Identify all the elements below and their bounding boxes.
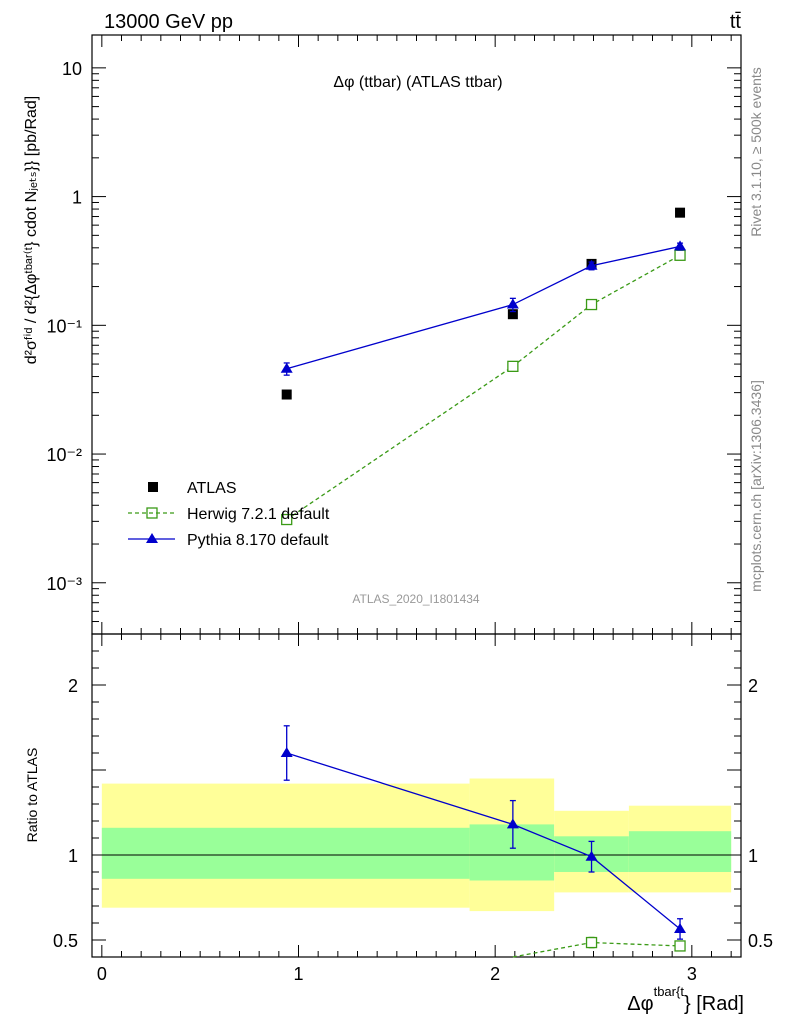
ratio-y-tick-label: 2: [748, 676, 758, 696]
pythia-line: [286, 245, 681, 370]
y-tick-label: 10⁻¹: [46, 316, 82, 336]
y-tick-label: 10⁻³: [46, 574, 82, 594]
legend-entry-atlas: ATLAS: [148, 480, 237, 497]
atlas-point: [675, 207, 686, 218]
pythia-point: [585, 259, 598, 270]
main-plot-title: Δφ (ttbar) (ATLAS ttbar): [333, 74, 502, 91]
pythia-point: [506, 818, 519, 829]
herwig-point: [585, 936, 598, 949]
legend-label: ATLAS: [187, 480, 237, 497]
ratio-y-tick-label: 1: [68, 846, 78, 866]
herwig-point: [507, 360, 519, 373]
pythia-point: [585, 850, 598, 861]
ratio-y-tick-label: 0.5: [748, 931, 773, 951]
legend-label: Herwig 7.2.1 default: [187, 506, 330, 523]
ratio-band-inner: [101, 827, 470, 879]
pythia-line: [286, 752, 681, 930]
pythia-point: [280, 362, 293, 373]
ratio-uncertainty-bands: [101, 778, 732, 912]
pythia-point: [280, 747, 293, 757]
pythia-point: [506, 298, 519, 309]
mcplots-label: mcplots.cern.ch [arXiv:1306.3436]: [748, 380, 764, 592]
rivet-label: Rivet 3.1.10, ≥ 500k events: [748, 67, 764, 237]
x-axis-label: Δφtbar{t} [Rad]: [627, 984, 744, 1015]
atlas-point: [507, 309, 518, 320]
herwig-point: [585, 298, 598, 311]
pythia-point: [674, 922, 687, 933]
ratio-y-tick-label: 1: [748, 846, 758, 866]
herwig-point: [281, 513, 293, 526]
x-tick-label: 3: [687, 964, 697, 984]
x-tick-label: 0: [97, 964, 107, 984]
header-left-label: 13000 GeV pp: [104, 11, 233, 33]
legend-marker-triangle: [146, 533, 158, 543]
herwig-line: [286, 254, 681, 521]
legend-marker-square: [148, 482, 158, 492]
main-plot-marks: [280, 207, 687, 526]
ratio-y-tick-label: 2: [68, 676, 78, 696]
herwig-point: [674, 940, 686, 952]
legend-entry-pythia: Pythia 8.170 default: [128, 532, 329, 549]
ratio-band-inner: [469, 824, 555, 881]
axis-ticks: 0 1 2 3 10⁻³ 10⁻² 10⁻¹ 1 10 0.5 0.5 1 1 2 2: [46, 35, 773, 984]
ratio-y-tick-label: 0.5: [53, 931, 78, 951]
x-tick-label: 1: [293, 964, 303, 984]
header-right-label: tt̄: [730, 11, 742, 33]
ratio-y-axis-label: Ratio to ATLAS: [24, 748, 40, 843]
main-y-axis-label: d²σᶠⁱᵈ / d²{Δφᵗᵇᵃʳ⁽ᵗ} cdot Nⱼₑₜₛ}} [pb/R…: [23, 96, 40, 365]
atlas-point: [281, 389, 292, 400]
y-tick-label: 10⁻²: [46, 445, 82, 465]
ratio-band-inner: [628, 831, 732, 872]
herwig-point: [674, 249, 686, 261]
legend-marker-open-square: [146, 507, 158, 519]
y-tick-label: 10: [62, 59, 82, 79]
x-tick-label: 2: [490, 964, 500, 984]
pythia-point: [674, 240, 687, 251]
y-tick-label: 1: [72, 188, 82, 208]
legend-label: Pythia 8.170 default: [187, 532, 329, 549]
ratio-plot-marks: [280, 725, 687, 958]
legend: ATLAS Herwig 7.2.1 default Pythia 8.170 …: [128, 480, 330, 549]
legend-entry-herwig: Herwig 7.2.1 default: [128, 506, 330, 523]
analysis-id: ATLAS_2020_I1801434: [352, 592, 480, 606]
